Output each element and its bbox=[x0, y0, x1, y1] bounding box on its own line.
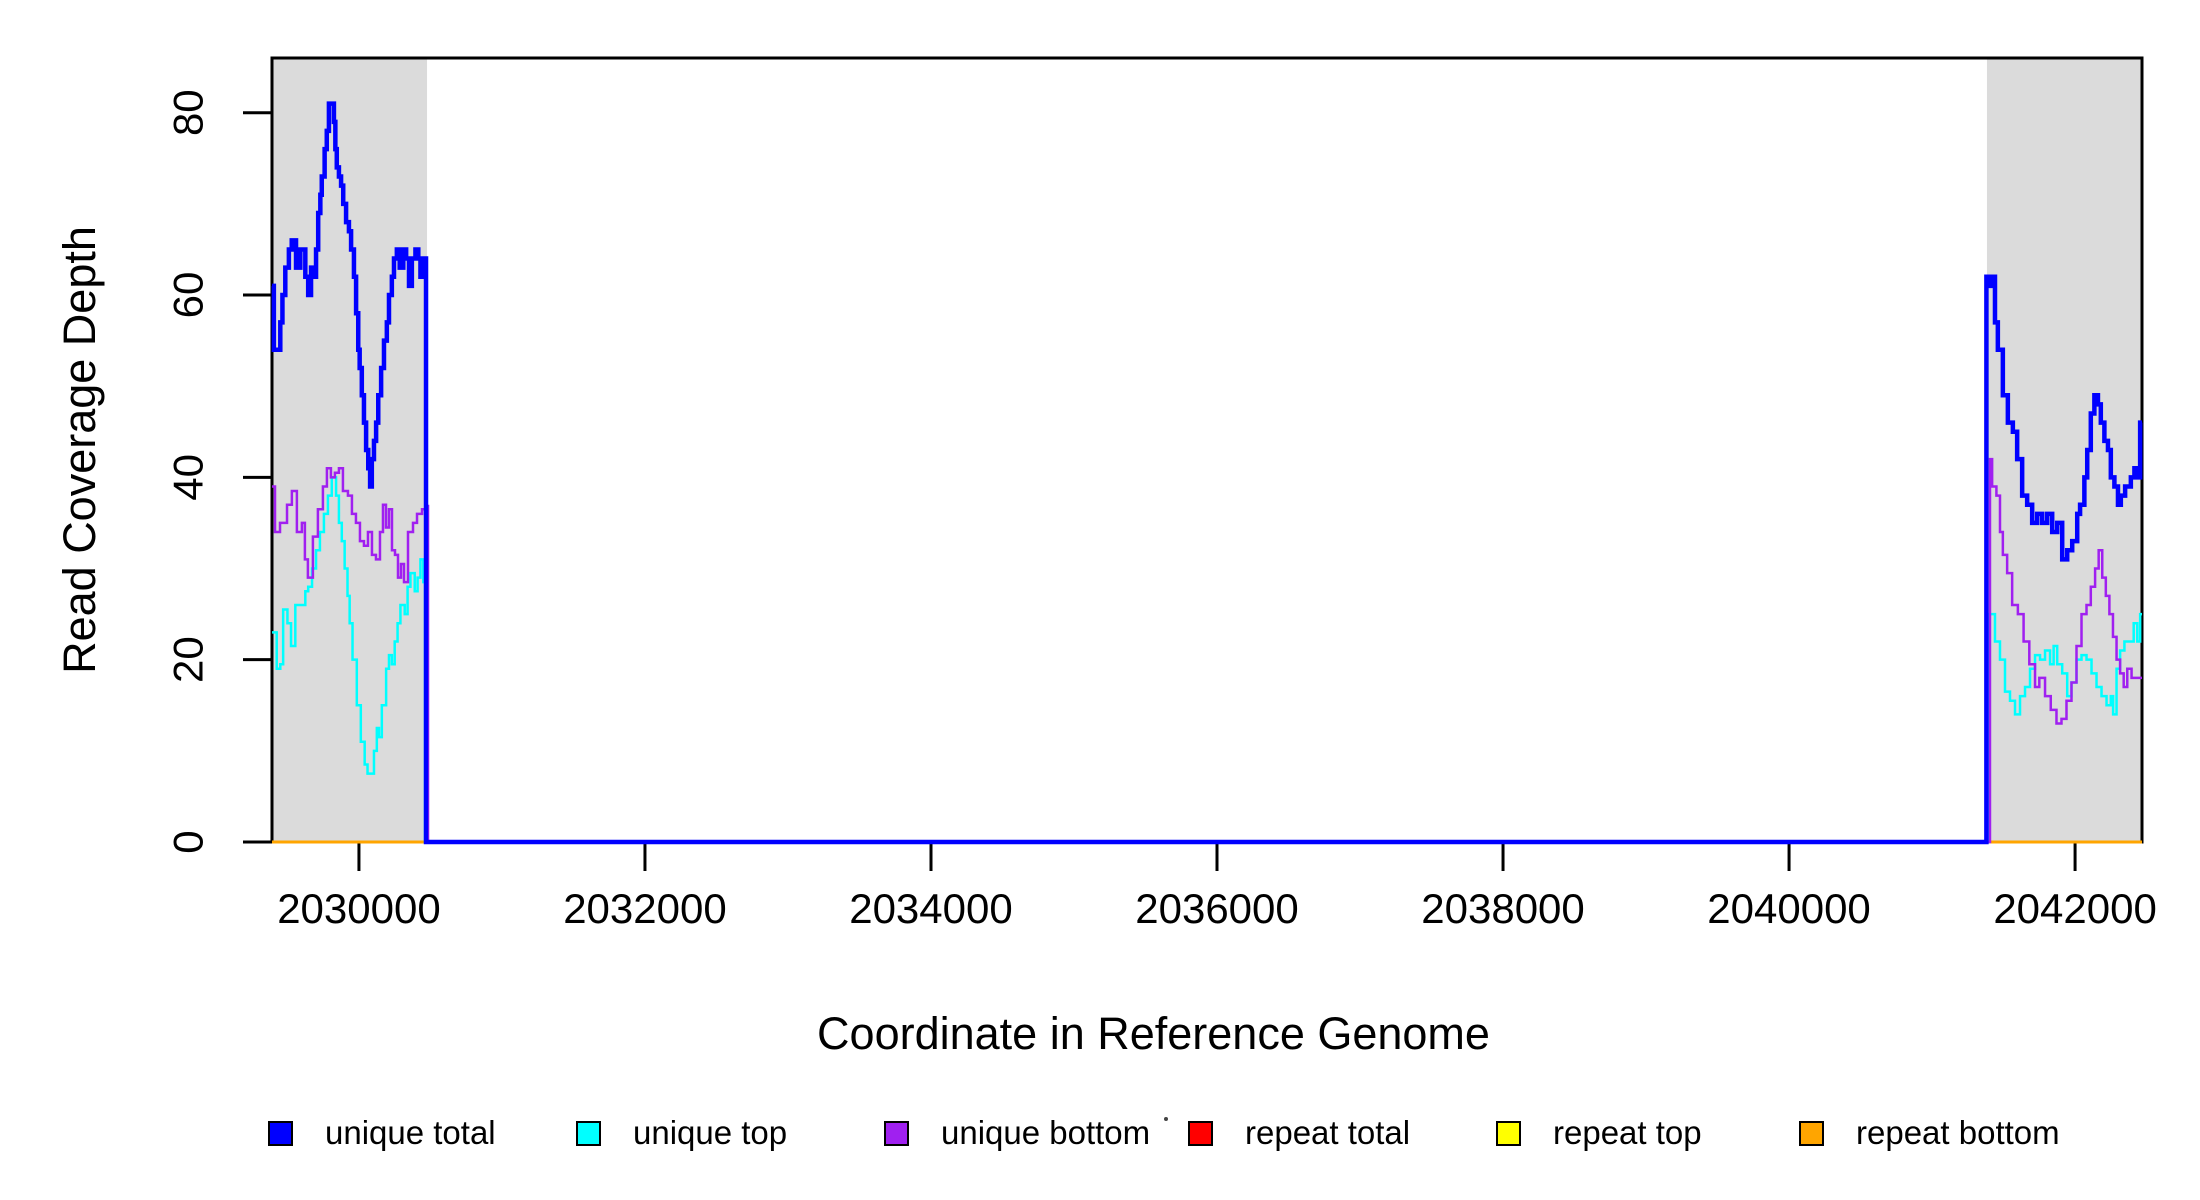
x-axis-title: Coordinate in Reference Genome bbox=[817, 1008, 1490, 1059]
y-tick-label: 40 bbox=[165, 454, 212, 501]
series-unique-bottom bbox=[272, 457, 2142, 844]
legend-label: repeat bottom bbox=[1856, 1114, 2060, 1151]
highlight-region-2 bbox=[1986, 58, 2142, 842]
legend-item-repeat-top: repeat top bbox=[1496, 1108, 1702, 1158]
repeat-bottom-swatch-icon bbox=[1799, 1120, 1824, 1146]
highlight-region-1 bbox=[272, 58, 428, 842]
repeat-top-swatch-icon bbox=[1496, 1120, 1521, 1146]
x-tick-label: 2042000 bbox=[1993, 885, 2157, 932]
x-tick-label: 2036000 bbox=[1135, 885, 1299, 932]
series-unique-top bbox=[272, 476, 2142, 844]
legend-item-unique-total: unique total bbox=[268, 1108, 496, 1158]
legend-item-unique-top: unique top bbox=[576, 1108, 787, 1158]
unique-top-swatch-icon bbox=[576, 1120, 601, 1146]
stray-mark-dot bbox=[1164, 1117, 1168, 1121]
x-tick-label: 2030000 bbox=[277, 885, 441, 932]
y-axis-title: Read Coverage Depth bbox=[54, 226, 105, 674]
repeat-total-swatch-icon bbox=[1188, 1120, 1213, 1146]
legend-label: unique total bbox=[325, 1114, 496, 1151]
x-tick-label: 2038000 bbox=[1421, 885, 1585, 932]
x-tick-label: 2040000 bbox=[1707, 885, 1871, 932]
x-tick-label: 2034000 bbox=[849, 885, 1013, 932]
legend-label: repeat total bbox=[1245, 1114, 1411, 1151]
legend-label: unique top bbox=[633, 1114, 788, 1151]
legend-label: unique bottom bbox=[941, 1114, 1151, 1151]
legend-item-repeat-bottom: repeat bottom bbox=[1799, 1108, 2060, 1158]
unique-bottom-swatch-icon bbox=[884, 1120, 909, 1146]
x-tick-label: 2032000 bbox=[563, 885, 727, 932]
y-tick-label: 0 bbox=[165, 830, 212, 853]
unique-total-swatch-icon bbox=[268, 1120, 293, 1146]
y-tick-label: 60 bbox=[165, 272, 212, 319]
y-tick-label: 80 bbox=[165, 89, 212, 136]
legend-item-repeat-total: repeat total bbox=[1188, 1108, 1410, 1158]
y-tick-label: 20 bbox=[165, 636, 212, 683]
legend-label: repeat top bbox=[1553, 1114, 1702, 1151]
series-unique-total bbox=[271, 101, 2143, 845]
legend-item-unique-bottom: unique bottom bbox=[884, 1108, 1150, 1158]
plot-box bbox=[270, 56, 2144, 844]
